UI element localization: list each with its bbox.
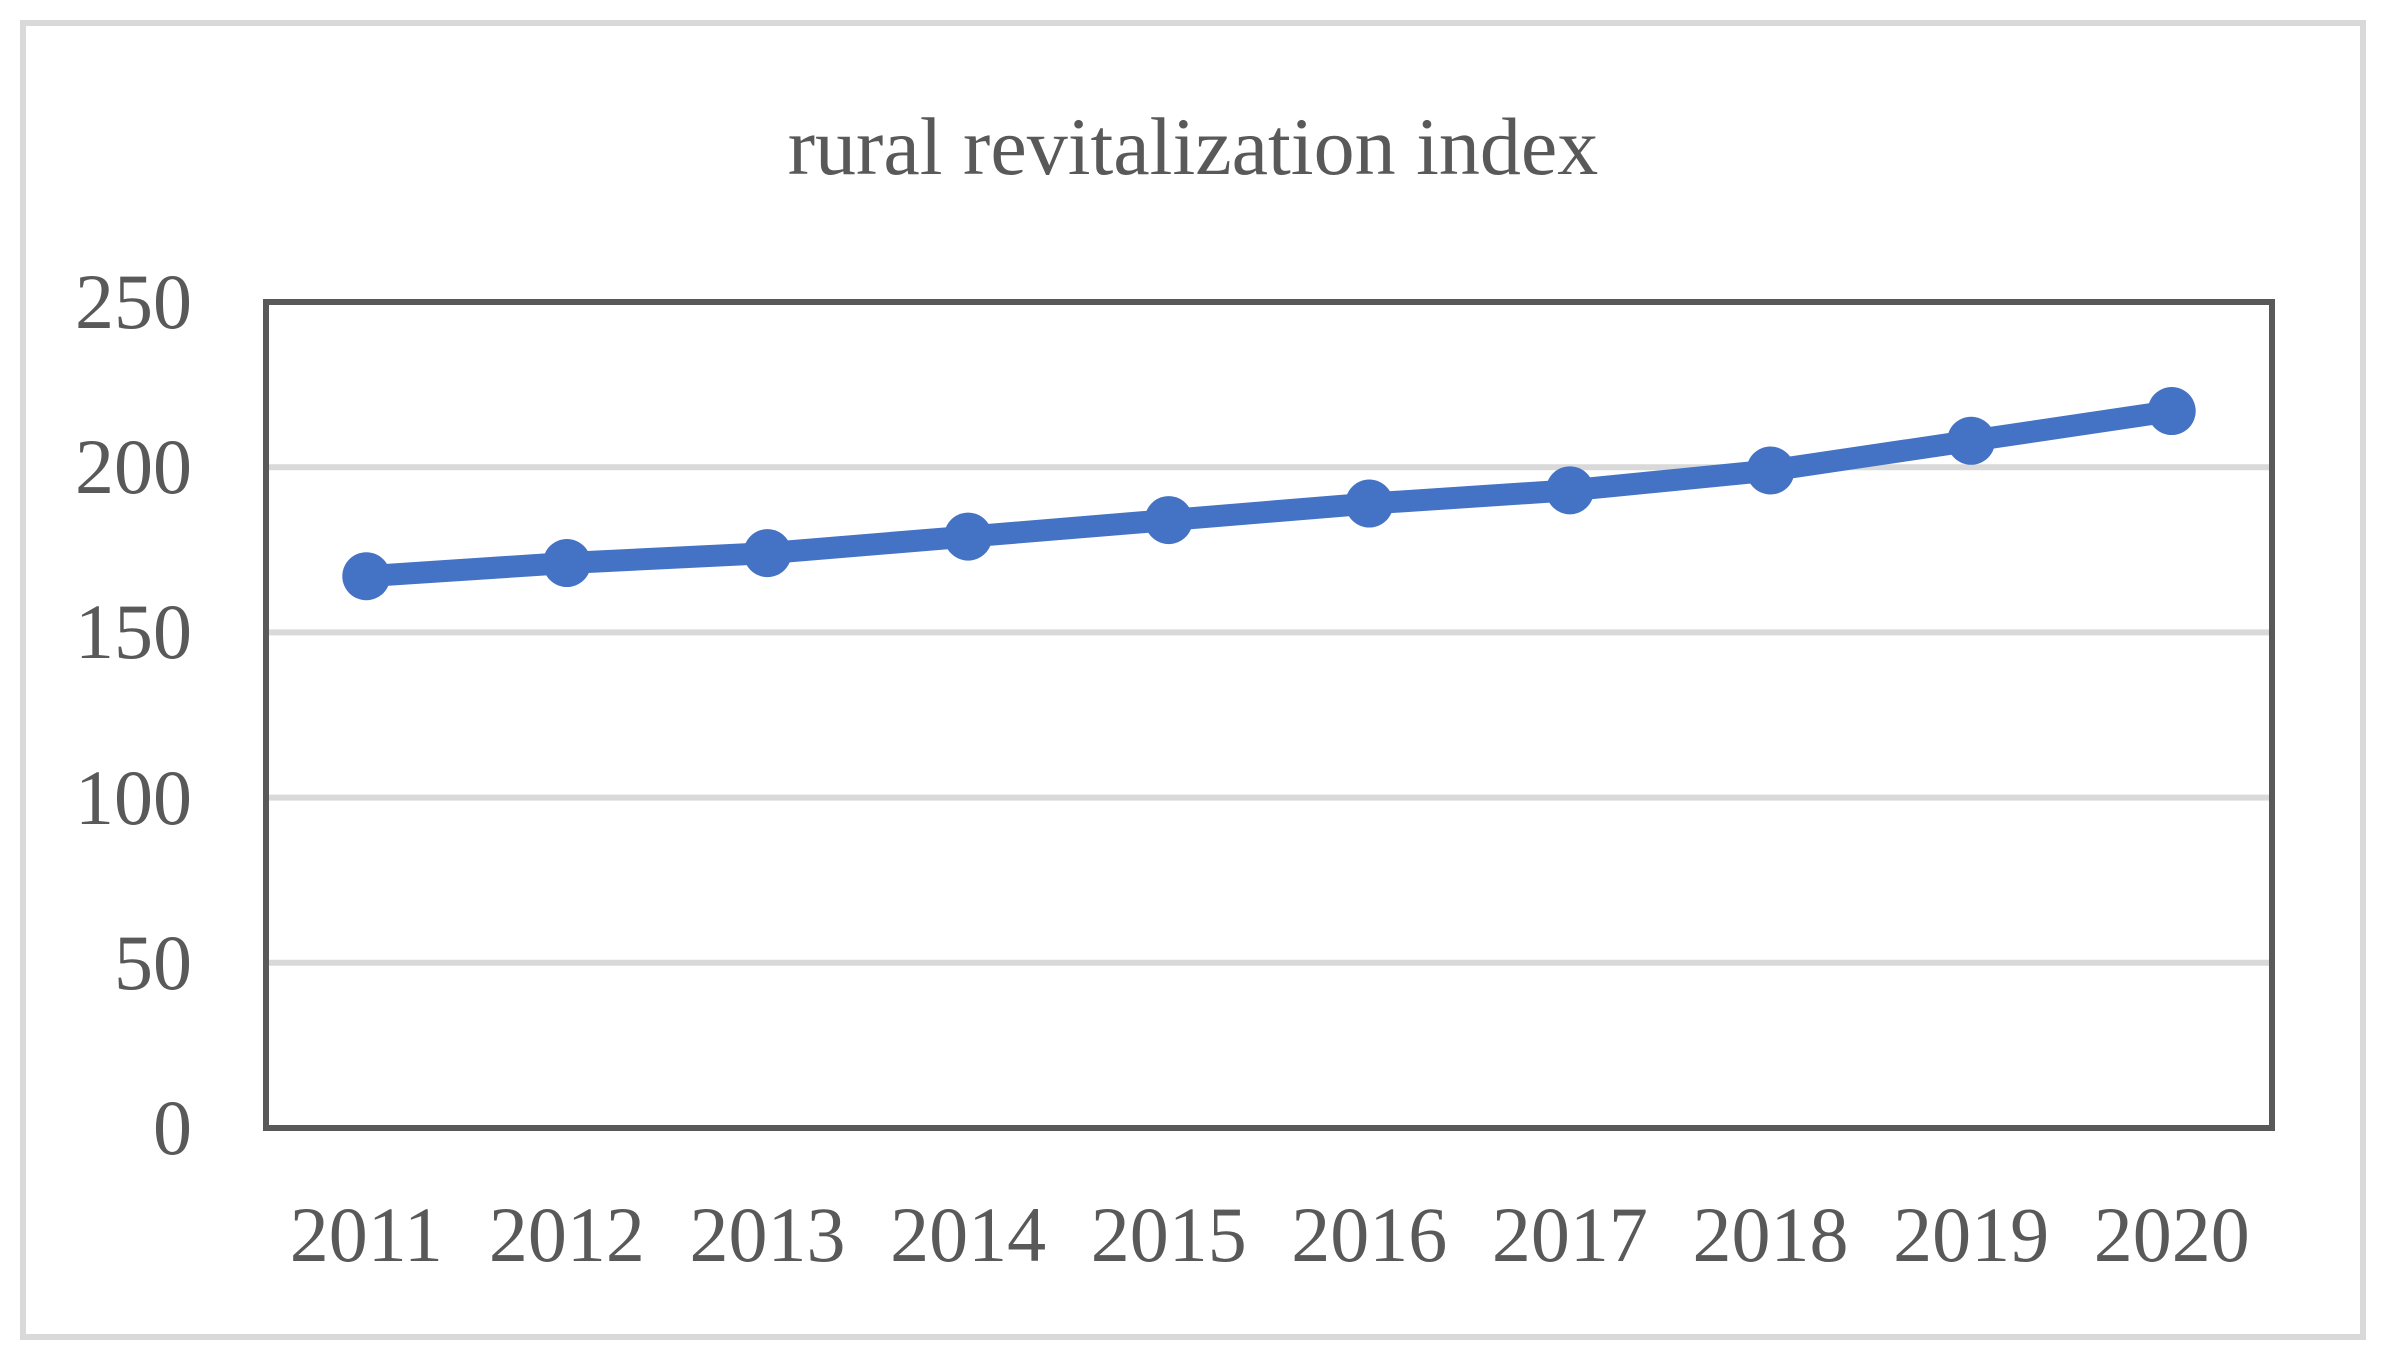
data-point-2018 [1746, 446, 1795, 495]
x-tick-label-2019: 2019 [1893, 1191, 2050, 1278]
data-point-2013 [743, 529, 792, 578]
y-tick-label-200: 200 [75, 423, 192, 511]
y-tick-label-0: 0 [153, 1084, 192, 1171]
y-tick-label-50: 50 [114, 918, 192, 1006]
chart-title: rural revitalization index [787, 101, 1599, 192]
data-point-2016 [1345, 479, 1394, 528]
data-point-2017 [1545, 466, 1594, 515]
x-tick-label-2012: 2012 [488, 1191, 645, 1278]
data-point-2020 [2147, 387, 2196, 436]
y-tick-label-150: 150 [75, 588, 192, 676]
plot-border [263, 299, 2275, 1131]
y-tick-label-250: 250 [75, 258, 192, 345]
data-series-line [355, 400, 2183, 588]
x-tick-label-2013: 2013 [689, 1191, 846, 1278]
x-tick-label-2017: 2017 [1491, 1191, 1648, 1278]
data-point-2019 [1947, 416, 1996, 465]
x-tick-label-2014: 2014 [890, 1191, 1047, 1278]
data-point-2011 [342, 552, 391, 601]
x-tick-label-2018: 2018 [1692, 1191, 1849, 1278]
data-point-2015 [1144, 496, 1193, 545]
x-tick-label-2011: 2011 [289, 1191, 443, 1278]
data-point-2012 [542, 539, 591, 588]
y-tick-label-100: 100 [75, 753, 192, 841]
data-point-2014 [944, 512, 993, 561]
x-tick-label-2016: 2016 [1291, 1191, 1448, 1278]
x-tick-label-2015: 2015 [1090, 1191, 1247, 1278]
figure-border [20, 20, 2366, 1340]
x-tick-label-2020: 2020 [2093, 1191, 2250, 1278]
